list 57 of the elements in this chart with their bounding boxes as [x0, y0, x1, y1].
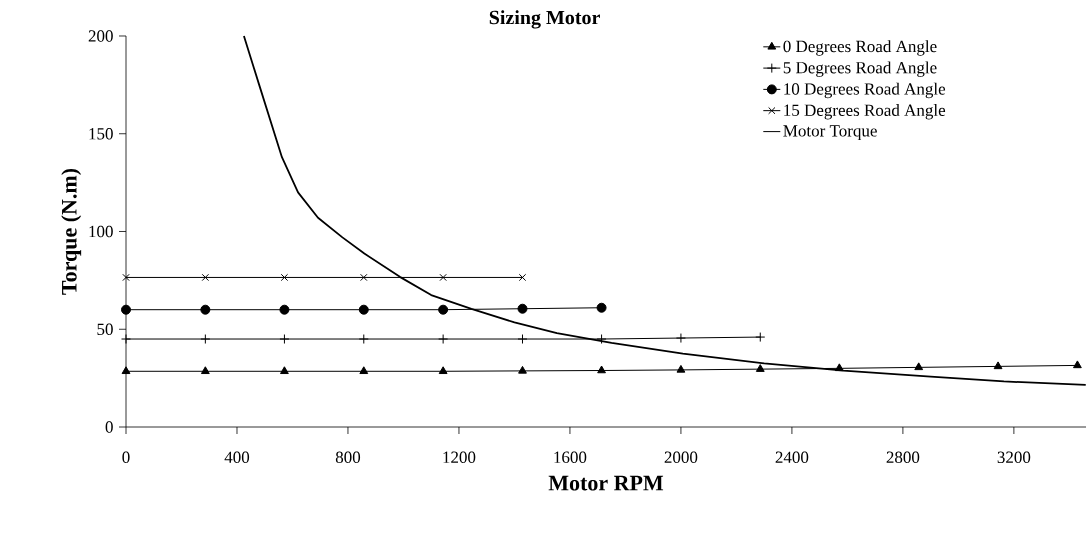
- x-tick-label: 2000: [664, 451, 698, 463]
- point: [359, 366, 369, 375]
- point: [280, 273, 289, 282]
- y-axis-title: Torque (N.m): [61, 168, 82, 295]
- x-tick-label: 2800: [886, 451, 920, 463]
- x-tick-label: 2400: [775, 451, 809, 463]
- point: [279, 304, 290, 315]
- point: [200, 304, 211, 315]
- point: [280, 366, 289, 375]
- x-tick-label: 1600: [554, 451, 587, 463]
- point: [439, 273, 447, 282]
- point: [1073, 360, 1082, 369]
- point: [122, 273, 130, 282]
- y-tick-label: 150: [89, 128, 113, 140]
- x-tick-label: 0: [122, 451, 130, 463]
- x-tick-label: 800: [335, 451, 361, 463]
- point: [518, 273, 527, 282]
- point: [438, 366, 448, 375]
- legend-label: 15 Degrees Road Angle: [784, 104, 946, 120]
- point: [121, 334, 131, 345]
- y-tick-label: 200: [88, 30, 113, 42]
- point: [993, 361, 1003, 370]
- point: [517, 303, 528, 314]
- point: [596, 334, 607, 345]
- point: [438, 334, 449, 345]
- point: [121, 304, 131, 315]
- point: [596, 302, 607, 313]
- legend-label: 0 Degrees Road Angle: [783, 40, 937, 56]
- point: [200, 334, 211, 345]
- legend-label: 5 Degrees Road Angle: [783, 61, 937, 77]
- point: [597, 365, 606, 374]
- legend-label: 10 Degrees Road Angle: [784, 82, 946, 99]
- point: [517, 334, 528, 345]
- point: [676, 364, 686, 373]
- point: [121, 366, 131, 375]
- point: [360, 273, 368, 282]
- point: [755, 332, 766, 343]
- x-axis-title: Motor RPM: [548, 475, 664, 491]
- point: [201, 273, 210, 282]
- legend-label: Motor Torque: [783, 125, 877, 141]
- x-tick-label: 400: [224, 451, 250, 463]
- point: [358, 334, 369, 345]
- x-tick-label: 3200: [997, 451, 1031, 463]
- point: [675, 333, 686, 344]
- y-tick-label: 50: [97, 323, 113, 335]
- point: [755, 364, 765, 372]
- point: [279, 334, 290, 345]
- y-tick-label: 0: [105, 421, 113, 433]
- point: [518, 365, 527, 374]
- point: [914, 362, 924, 371]
- point: [200, 366, 210, 375]
- point: [358, 304, 369, 315]
- chart-title: Sizing Motor: [489, 10, 600, 29]
- x-tick-label: 1200: [443, 451, 476, 463]
- point: [834, 363, 844, 372]
- point: [438, 304, 449, 315]
- y-tick-label: 100: [89, 225, 113, 238]
